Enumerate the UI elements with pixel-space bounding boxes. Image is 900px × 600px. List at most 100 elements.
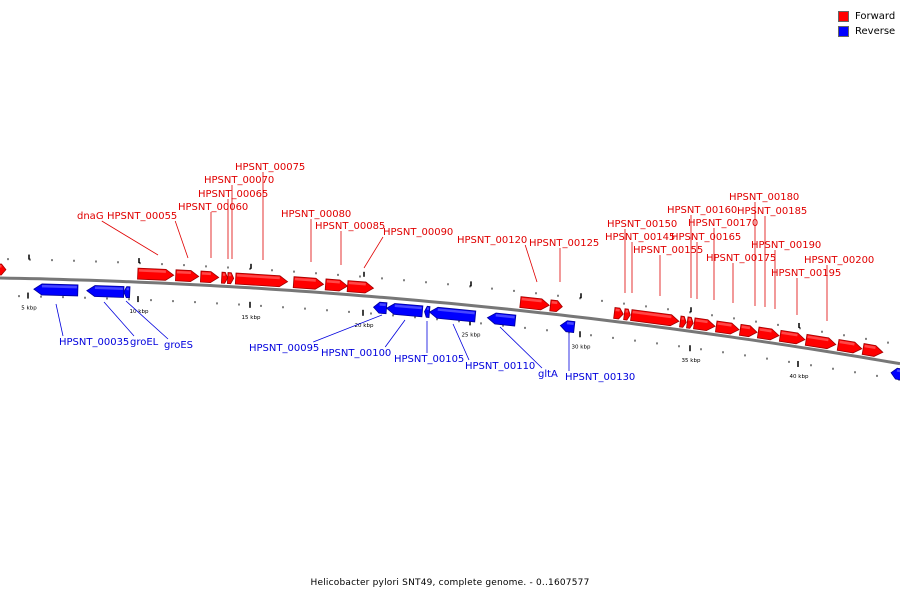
forward-gene-arrow[interactable] <box>613 307 624 320</box>
reverse-gene-arrow[interactable] <box>372 301 388 315</box>
forward-gene-label[interactable]: HPSNT_00190 <box>751 240 821 251</box>
gene-shape <box>292 276 325 290</box>
gene-shape <box>613 307 624 320</box>
reverse-gene-label[interactable]: groES <box>164 340 193 351</box>
forward-gene-label[interactable]: HPSNT_00145 <box>605 232 675 243</box>
forward-gene-arrow[interactable] <box>714 320 740 335</box>
forward-gene-arrow[interactable] <box>756 326 780 341</box>
forward-gene-arrow[interactable] <box>346 280 375 294</box>
forward-gene-arrow[interactable] <box>630 309 680 327</box>
forward-gene-arrow[interactable] <box>519 296 550 311</box>
gene-highlight <box>681 317 685 320</box>
forward-gene-label[interactable]: HPSNT_00195 <box>771 268 841 279</box>
forward-gene-arrow[interactable] <box>234 272 289 288</box>
forward-gene-label[interactable]: HPSNT_00165 <box>671 232 741 243</box>
scale-label: 35 kbp <box>682 358 701 364</box>
forward-gene-label[interactable]: dnaG <box>77 211 104 222</box>
reverse-gene-arrow[interactable] <box>486 312 517 327</box>
gene-shape <box>486 312 517 327</box>
reverse-gene-arrow[interactable] <box>424 305 431 318</box>
scale-label: 5 kbp <box>21 306 37 312</box>
forward-gene-label[interactable]: HPSNT_00055 <box>107 211 177 222</box>
gene-shape <box>559 320 576 334</box>
reverse-gene-label[interactable]: HPSNT_00035 <box>59 337 129 348</box>
reverse-gene-arrow[interactable] <box>890 367 900 381</box>
forward-gene-arrow[interactable] <box>324 278 349 292</box>
forward-gene-label[interactable]: HPSNT_00150 <box>607 219 677 230</box>
forward-gene-label[interactable]: HPSNT_00200 <box>804 255 874 266</box>
legend-reverse: Reverse <box>838 24 895 39</box>
forward-gene-label[interactable]: HPSNT_00075 <box>235 162 305 173</box>
forward-gene-label[interactable]: HPSNT_00120 <box>457 235 527 246</box>
reverse-gene-arrow[interactable] <box>33 283 79 297</box>
forward-gene-arrow[interactable] <box>199 270 220 283</box>
gene-highlight <box>379 303 386 307</box>
gene-shape <box>234 272 289 288</box>
forward-gene-arrow[interactable] <box>804 333 837 350</box>
forward-gene-label[interactable]: HPSNT_00160 <box>667 205 737 216</box>
gene-highlight <box>695 319 708 324</box>
gene-shape <box>623 308 631 321</box>
gene-shape <box>123 286 131 299</box>
forward-gene-label[interactable]: HPSNT_00155 <box>633 245 703 256</box>
reverse-gene-arrow[interactable] <box>385 303 424 318</box>
reverse-gene-label[interactable]: HPSNT_00105 <box>394 354 464 365</box>
forward-gene-label[interactable]: HPSNT_00080 <box>281 209 351 220</box>
forward-gene-arrow[interactable] <box>220 271 229 284</box>
reverse-gene-label[interactable]: HPSNT_00110 <box>465 361 535 372</box>
forward-gene-arrow[interactable] <box>686 316 694 329</box>
gene-highlight <box>521 297 542 303</box>
reverse-leader-line <box>313 314 383 343</box>
gene-highlight <box>551 301 558 305</box>
forward-gene-arrow[interactable] <box>175 269 200 282</box>
reverse-gene-arrow[interactable] <box>428 306 477 323</box>
forward-gene-arrow[interactable] <box>679 315 687 328</box>
forward-gene-label[interactable]: HPSNT_00065 <box>198 189 268 200</box>
gene-shape <box>686 316 694 329</box>
reverse-gene-label[interactable]: HPSNT_00095 <box>249 343 319 354</box>
forward-gene-arrow[interactable] <box>137 267 175 281</box>
gene-shape <box>519 296 550 311</box>
reverse-gene-arrow[interactable] <box>559 320 576 334</box>
gene-shape <box>372 301 388 315</box>
gene-highlight <box>222 273 226 276</box>
forward-gene-arrow[interactable] <box>836 339 863 354</box>
gene-shape <box>890 367 900 381</box>
forward-gene-label[interactable]: HPSNT_00185 <box>737 206 807 217</box>
forward-gene-arrow[interactable] <box>623 308 631 321</box>
forward-gene-label[interactable]: HPSNT_00170 <box>688 218 758 229</box>
scale-label: 25 kbp <box>462 332 481 338</box>
gene-shape <box>428 306 477 323</box>
forward-gene-arrow[interactable] <box>292 276 325 290</box>
forward-gene-arrow[interactable] <box>693 317 716 332</box>
gene-highlight <box>625 309 629 313</box>
reverse-gene-arrow[interactable] <box>86 285 125 298</box>
gene-shape <box>679 315 687 328</box>
reverse-gene-label[interactable]: groEL <box>130 337 159 348</box>
forward-gene-label[interactable]: HPSNT_00175 <box>706 253 776 264</box>
forward-gene-arrow[interactable] <box>226 272 235 285</box>
reverse-gene-label[interactable]: HPSNT_00130 <box>565 372 635 383</box>
gene-shape <box>175 269 200 282</box>
gene-highlight <box>294 277 316 282</box>
forward-gene-arrow[interactable] <box>549 299 563 313</box>
gene-arrows <box>0 263 900 381</box>
gene-highlight <box>759 328 772 333</box>
forward-gene-label[interactable]: HPSNT_00085 <box>315 221 385 232</box>
reverse-gene-arrow[interactable] <box>123 286 131 299</box>
forward-gene-label[interactable]: HPSNT_00070 <box>204 175 274 186</box>
reverse-gene-label[interactable]: HPSNT_00100 <box>321 348 391 359</box>
forward-gene-label[interactable]: HPSNT_00060 <box>178 202 248 213</box>
forward-gene-arrow[interactable] <box>0 263 7 276</box>
forward-gene-arrow[interactable] <box>778 329 806 345</box>
scale-label: 40 kbp <box>790 374 809 380</box>
scale-label: 10 kbp <box>130 309 149 315</box>
forward-gene-arrow[interactable] <box>738 323 758 338</box>
forward-gene-arrow[interactable] <box>861 343 884 358</box>
reverse-gene-label[interactable]: gltA <box>538 369 558 380</box>
forward-gene-label[interactable]: HPSNT_00180 <box>729 192 799 203</box>
forward-gene-label[interactable]: HPSNT_00125 <box>529 238 599 249</box>
gene-shape <box>324 278 349 292</box>
forward-gene-label[interactable]: HPSNT_00090 <box>383 227 453 238</box>
